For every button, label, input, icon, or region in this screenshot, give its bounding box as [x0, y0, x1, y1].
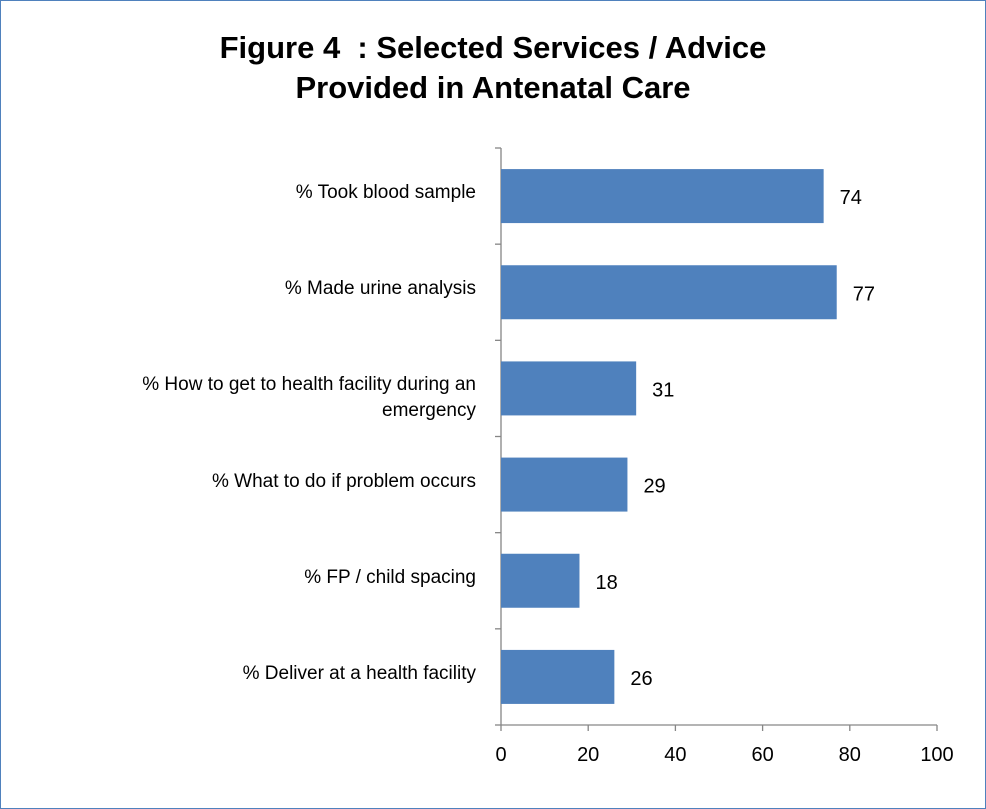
category-label: % Took blood sample: [6, 180, 476, 206]
chart-bars: [501, 169, 837, 704]
category-label-line: % Made urine analysis: [284, 278, 476, 300]
x-tick-label: 60: [751, 744, 773, 766]
category-label-line: % How to get to health facility during a…: [142, 374, 476, 396]
chart-title-line-1: Figure 4 : Selected Services / Advice: [219, 30, 767, 65]
category-label-line: emergency: [382, 400, 476, 422]
chart-axes: [495, 147, 938, 731]
bar: [501, 169, 824, 224]
bar: [501, 361, 637, 416]
bar-data-label: 74: [840, 187, 862, 209]
chart-x-tick-labels: 0 20 40 60 80 100: [495, 744, 953, 766]
chart-title: Figure 4 : Selected Services / Advice Pr…: [0, 28, 986, 108]
bar-data-label: 29: [643, 476, 665, 498]
bar: [501, 457, 628, 512]
x-tick-label: 80: [839, 744, 861, 766]
category-label-line: % FP / child spacing: [304, 566, 476, 588]
bar-data-label: 26: [630, 668, 652, 690]
category-label-line: % What to do if problem occurs: [212, 470, 476, 492]
category-label: % How to get to health facility during a…: [6, 372, 476, 424]
bar: [501, 553, 580, 608]
category-label: % Deliver at a health facility: [6, 661, 476, 687]
x-tick-label: 20: [577, 744, 599, 766]
bar-data-label: 31: [652, 379, 674, 401]
category-label: % Made urine analysis: [6, 276, 476, 302]
x-tick-label: 40: [664, 744, 686, 766]
category-label: % What to do if problem occurs: [6, 469, 476, 495]
x-tick-label: 100: [920, 744, 953, 766]
x-tick-label: 0: [495, 744, 506, 766]
chart-data-labels: 74 77 31 29 18 26: [595, 187, 874, 690]
category-label-line: % Deliver at a health facility: [242, 662, 476, 684]
chart-title-line-2: Provided in Antenatal Care: [295, 70, 691, 105]
bar: [501, 265, 837, 320]
bar: [501, 649, 615, 704]
category-label-line: % Took blood sample: [295, 182, 476, 203]
bar-data-label: 18: [595, 572, 617, 594]
category-label: % FP / child spacing: [6, 565, 476, 591]
bar-data-label: 77: [853, 283, 875, 305]
